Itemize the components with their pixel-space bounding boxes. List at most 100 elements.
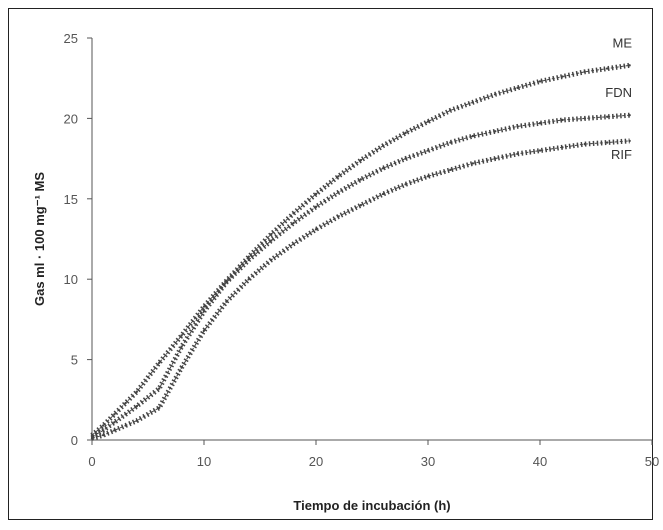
series-me-point — [124, 401, 127, 405]
x-tick-label: 40 — [533, 454, 547, 469]
series-fdn-point — [247, 258, 250, 262]
y-tick-label: 15 — [64, 192, 78, 207]
series-fdn-point — [113, 421, 116, 424]
series-rif-point — [382, 192, 385, 196]
series-rif-point — [471, 162, 474, 165]
y-tick-label: 0 — [71, 433, 78, 448]
series-fdn-point — [102, 429, 105, 432]
x-tick-label: 20 — [309, 454, 323, 469]
series-fdn-point — [606, 115, 609, 118]
series-me-point — [606, 67, 609, 70]
series-layer — [90, 62, 631, 441]
series-rif-point — [202, 329, 206, 332]
y-ticks: 0 5 10 15 20 25 — [64, 31, 92, 448]
series-me-point — [516, 86, 519, 90]
series-me-point — [538, 80, 542, 83]
series-rif-point — [270, 258, 273, 262]
series-fdn-point — [628, 113, 631, 117]
y-tick-label: 10 — [64, 272, 78, 287]
series-fdn-point — [158, 387, 161, 390]
series-rif-point — [337, 215, 340, 218]
series-rif-point — [158, 406, 161, 410]
series-me-point — [382, 144, 385, 147]
series-rif-point — [606, 141, 609, 144]
series-me-point — [628, 64, 631, 67]
series-fdn-point — [494, 130, 497, 133]
series-me-point — [292, 212, 295, 215]
series-me-point — [158, 361, 161, 365]
series-me-point — [449, 109, 452, 112]
series-fdn-point — [382, 167, 385, 170]
chart-frame — [8, 8, 653, 520]
series-fdn-point — [471, 134, 474, 138]
series-rif-point — [90, 437, 94, 440]
y-tick-label: 20 — [64, 111, 78, 126]
y-axis-label: Gas ml · 100 mg⁻¹ MS — [32, 172, 47, 306]
series-me-point — [426, 120, 430, 123]
series-me-point — [102, 424, 105, 427]
series-rif-line — [91, 140, 630, 439]
series-rif-point — [628, 139, 631, 143]
series-me-point — [135, 390, 138, 393]
x-tick-label: 10 — [197, 454, 211, 469]
y-tick-label: 25 — [64, 31, 78, 46]
series-rif-point — [426, 175, 430, 178]
series-rif-point — [561, 146, 564, 149]
x-axis-label: Tiempo de incubación (h) — [293, 498, 450, 513]
series-rif-point — [404, 183, 407, 186]
series-fdn-point — [359, 178, 362, 181]
series-fdn-point — [225, 281, 228, 284]
series-me-point — [471, 101, 474, 104]
series-rif-point — [359, 204, 362, 207]
series-me-point — [359, 159, 362, 162]
series-rif-point — [449, 168, 452, 172]
series-fdn-point — [202, 310, 206, 313]
series-rif-point — [135, 419, 138, 422]
series-rif-label: RIF — [611, 147, 632, 162]
series-rif-point — [113, 429, 116, 432]
series-rif-point — [583, 142, 586, 146]
series-rif-point — [180, 366, 183, 369]
series-rif-point — [225, 300, 228, 303]
series-me-point — [561, 75, 564, 78]
series-me-point — [270, 232, 273, 236]
series-fdn-point — [516, 125, 519, 128]
series-labels: ME FDN RIF — [605, 35, 632, 162]
series-fdn-point — [583, 117, 586, 120]
x-ticks: 0 10 20 30 40 50 — [88, 440, 659, 469]
series-me-point — [314, 192, 318, 196]
series-fdn-point — [426, 149, 430, 152]
series-fdn-point — [292, 221, 295, 225]
series-rif-point — [538, 149, 542, 152]
series-fdn-point — [180, 345, 183, 348]
series-fdn-point — [314, 205, 318, 209]
series-rif-point — [314, 228, 318, 231]
series-fdn-label: FDN — [605, 85, 632, 100]
series-rif-point — [247, 278, 250, 281]
series-fdn-point — [337, 191, 340, 194]
series-rif-band — [91, 138, 630, 441]
series-rif-point — [516, 152, 519, 155]
series-me-point — [247, 255, 250, 258]
y-tick-label: 5 — [71, 353, 78, 368]
series-fdn-point — [561, 118, 564, 122]
series-me-line — [91, 64, 630, 436]
series-fdn-point — [449, 141, 452, 144]
series-fdn-point — [124, 413, 127, 416]
series-me-point — [180, 334, 183, 337]
series-rif-point — [494, 157, 497, 160]
series-me-point — [202, 305, 206, 308]
series-fdn-point — [538, 122, 542, 125]
series-rif-point — [102, 433, 105, 437]
x-tick-label: 50 — [645, 454, 659, 469]
series-rif-point — [292, 242, 295, 246]
series-me-point — [583, 70, 586, 73]
series-me-point — [494, 93, 497, 96]
series-me-point — [113, 413, 116, 416]
series-fdn-point — [270, 239, 273, 242]
series-rif-point — [124, 424, 127, 427]
series-fdn-point — [135, 405, 138, 408]
series-me-point — [337, 175, 340, 178]
axes — [91, 38, 652, 441]
